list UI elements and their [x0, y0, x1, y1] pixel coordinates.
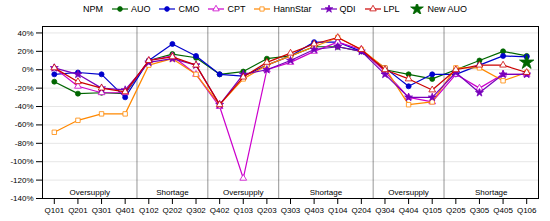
svg-text:Q404: Q404 [399, 206, 419, 215]
svg-text:-120%: -120% [10, 176, 33, 185]
svg-text:-40%: -40% [15, 102, 34, 111]
svg-text:Q106: Q106 [517, 206, 537, 215]
svg-text:Oversupply: Oversupply [223, 188, 263, 197]
html-text:HannStar: HannStar [273, 4, 312, 14]
svg-text:Q203: Q203 [257, 206, 277, 215]
svg-text:Q302: Q302 [186, 206, 206, 215]
svg-text:Shortage: Shortage [310, 188, 343, 197]
html-text:NPM: NPM [83, 4, 103, 14]
svg-text:Q105: Q105 [422, 206, 442, 215]
svg-text:20%: 20% [17, 47, 33, 56]
svg-text:Shortage: Shortage [156, 188, 189, 197]
svg-text:Q405: Q405 [493, 206, 513, 215]
svg-text:Oversupply: Oversupply [388, 188, 428, 197]
svg-text:Q101: Q101 [45, 206, 65, 215]
svg-text:Shortage: Shortage [475, 188, 508, 197]
svg-text:Q104: Q104 [328, 206, 348, 215]
svg-text:Q204: Q204 [352, 206, 372, 215]
html-text:QDI: QDI [339, 4, 356, 14]
html-text:CMO: CMO [178, 4, 200, 14]
svg-text:-20%: -20% [15, 84, 34, 93]
html-text:AUO: AUO [131, 4, 151, 14]
svg-text:Q305: Q305 [470, 206, 490, 215]
svg-text:Q301: Q301 [92, 206, 112, 215]
svg-text:-100%: -100% [10, 157, 33, 166]
svg-text:Q401: Q401 [115, 206, 135, 215]
svg-text:Q102: Q102 [139, 206, 159, 215]
svg-text:Q403: Q403 [304, 206, 324, 215]
svg-text:Q202: Q202 [163, 206, 183, 215]
svg-text:Q304: Q304 [375, 206, 395, 215]
svg-text:Q201: Q201 [68, 206, 88, 215]
svg-text:-80%: -80% [15, 139, 34, 148]
svg-text:0%: 0% [22, 65, 34, 74]
html-text:CPT: CPT [227, 4, 246, 14]
svg-text:Q103: Q103 [233, 206, 253, 215]
svg-text:Q205: Q205 [446, 206, 466, 215]
svg-text:Q303: Q303 [281, 206, 301, 215]
html-text:New AUO: New AUO [427, 4, 467, 14]
svg-text:Oversupply: Oversupply [70, 188, 110, 197]
svg-text:40%: 40% [17, 28, 33, 37]
html-text:LPL: LPL [383, 4, 400, 14]
svg-text:Q402: Q402 [210, 206, 230, 215]
svg-text:-60%: -60% [15, 120, 34, 129]
svg-text:-140%: -140% [10, 194, 33, 203]
